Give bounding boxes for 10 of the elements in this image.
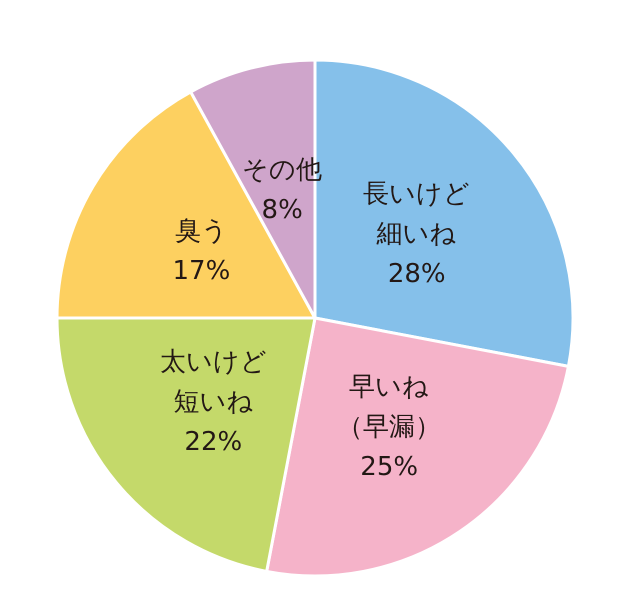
slice-label: 臭う: [174, 216, 228, 246]
slice-label: 太いけど短いね: [160, 347, 267, 418]
data-label: 28%: [388, 258, 446, 289]
slice-label: 早いね（早漏）: [337, 372, 442, 442]
data-label: 8%: [262, 195, 303, 226]
slice-label: 長いけど細いね: [363, 178, 470, 249]
slice-label: その他: [242, 155, 322, 186]
data-label: 25%: [360, 452, 418, 482]
data-label: 17%: [172, 256, 230, 286]
data-label: 22%: [184, 427, 242, 458]
